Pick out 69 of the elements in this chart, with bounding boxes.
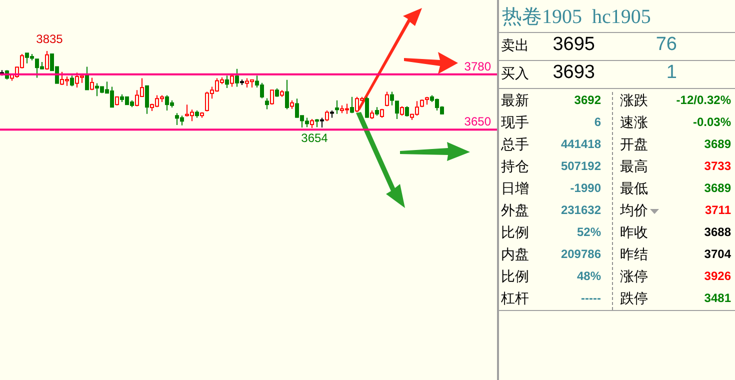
- candlestick: [45, 50, 49, 70]
- text: 持仓: [501, 158, 529, 176]
- text: 209786: [560, 247, 601, 261]
- text: 涨跌: [620, 92, 648, 110]
- annotation: 3654: [301, 130, 328, 145]
- candlestick: [320, 117, 324, 128]
- text: 日增: [501, 180, 529, 198]
- text: 现手: [501, 114, 529, 132]
- candlestick: [85, 66, 89, 90]
- text: 3689: [703, 181, 731, 195]
- text: 比例: [501, 224, 529, 242]
- text: 开盘: [620, 136, 648, 154]
- text: 买入: [501, 65, 529, 83]
- text: 231632: [560, 203, 601, 217]
- text: 48%: [576, 269, 601, 283]
- text: -0.03%: [692, 115, 731, 129]
- candlestick: [400, 106, 404, 116]
- candlestick: [385, 91, 389, 107]
- text: 昨收: [620, 224, 648, 242]
- text: 3926: [703, 269, 731, 283]
- candlestick: [285, 79, 289, 110]
- text: -12/0.32%: [675, 93, 731, 107]
- text: 涨停: [620, 268, 648, 286]
- candlestick: [365, 96, 369, 118]
- candlestick: [270, 90, 274, 106]
- ref-line-label: 3650: [464, 114, 492, 129]
- text: 内盘: [501, 246, 529, 264]
- text: 3689: [703, 137, 731, 151]
- candlestick: [335, 100, 339, 114]
- candlestick: [325, 110, 329, 122]
- text: 3695: [552, 34, 595, 56]
- text: 507192: [560, 159, 601, 173]
- candlestick: [90, 77, 94, 91]
- candlestick: [405, 106, 409, 117]
- candlestick: [70, 75, 74, 87]
- ref-line-label: 3780: [464, 59, 492, 74]
- text: 76: [654, 34, 677, 56]
- text: 最新: [501, 92, 529, 110]
- text: 1: [665, 62, 677, 84]
- candlestick: [265, 98, 269, 110]
- text: 6: [593, 115, 601, 129]
- candlestick: [225, 75, 229, 88]
- text: 最高: [620, 158, 648, 176]
- text: 3688: [703, 225, 731, 239]
- text: 卖出: [501, 37, 529, 55]
- text: 441418: [560, 137, 601, 151]
- text: 比例: [501, 268, 529, 286]
- text: 外盘: [501, 202, 529, 220]
- text: 杠杆: [501, 290, 529, 308]
- text: 总手: [501, 136, 529, 154]
- text: 52%: [576, 225, 601, 239]
- text: 3711: [704, 203, 731, 217]
- text: 热卷1905 hc1905: [502, 5, 651, 30]
- text: -----: [580, 291, 601, 305]
- text: 3481: [703, 291, 731, 305]
- text: 均价: [620, 202, 648, 220]
- text: 跌停: [620, 290, 648, 308]
- text: 3733: [703, 159, 731, 173]
- text: 3692: [573, 93, 601, 107]
- candlestick: [235, 68, 239, 88]
- text: -1990: [569, 181, 601, 195]
- candlestick: [145, 85, 149, 114]
- text: 3693: [552, 62, 595, 84]
- text: 最低: [620, 180, 648, 198]
- text: 速涨: [620, 114, 648, 132]
- text: 昨结: [620, 246, 648, 264]
- annotation: 3835: [36, 32, 64, 46]
- text: 3704: [703, 247, 731, 261]
- candlestick: [350, 96, 354, 114]
